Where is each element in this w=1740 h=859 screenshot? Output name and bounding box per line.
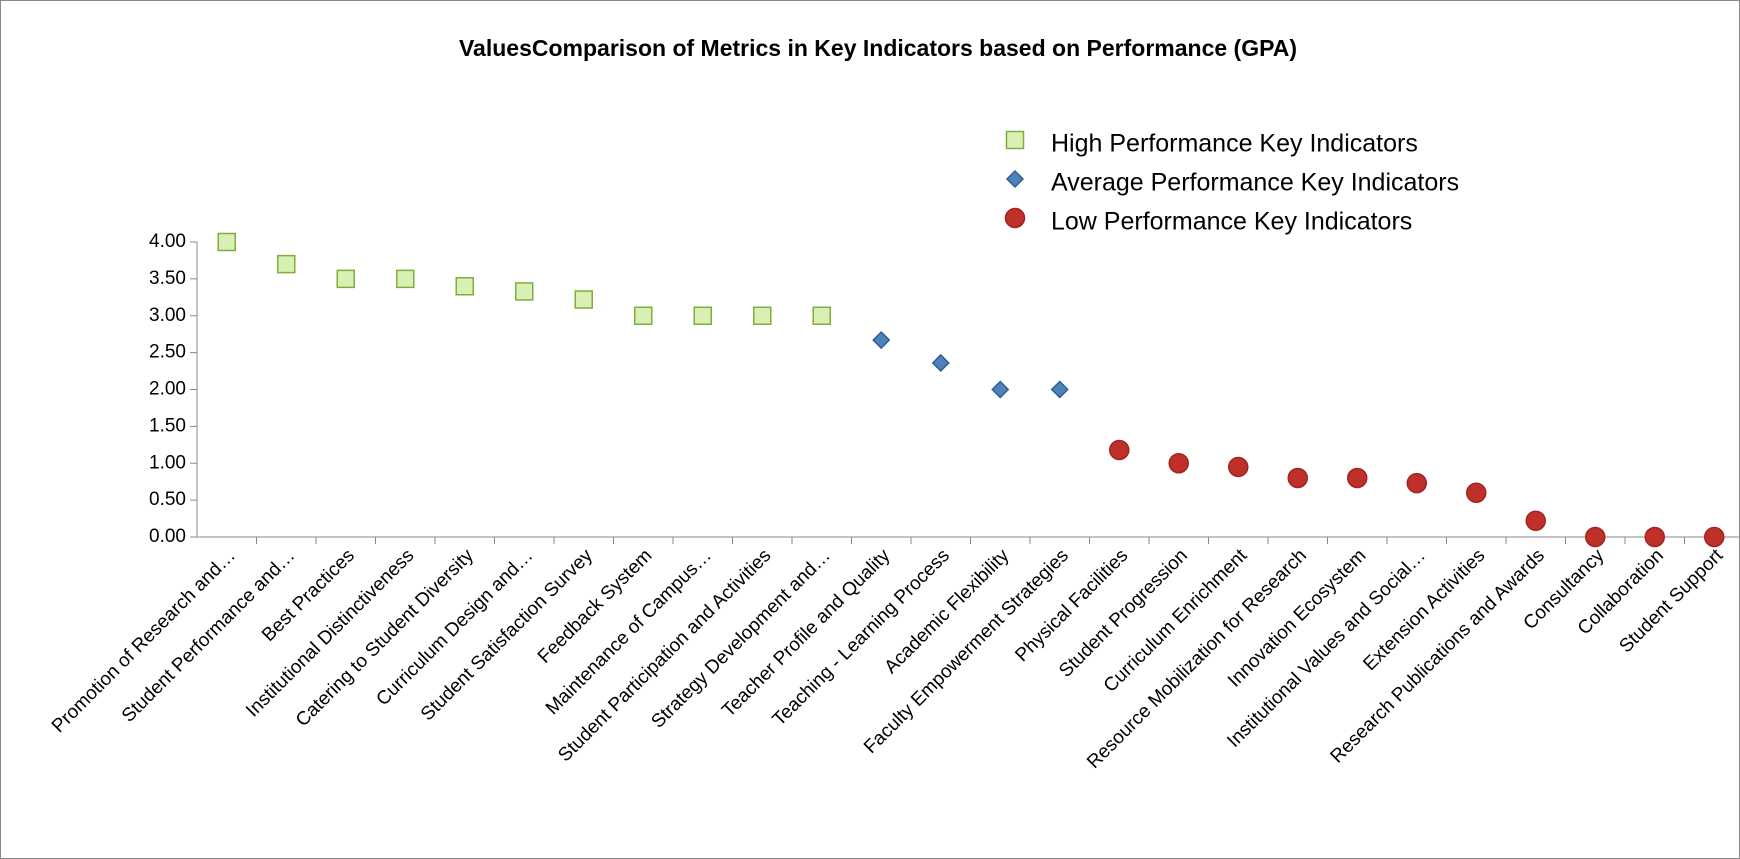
y-tick-label: 3.50 (149, 268, 186, 289)
marker (1287, 467, 1308, 489)
marker (1704, 526, 1725, 548)
y-tick-label: 0.50 (149, 489, 186, 510)
marker (336, 269, 355, 289)
marker (1585, 526, 1606, 548)
y-tick-label: 4.00 (149, 231, 186, 252)
marker (931, 353, 950, 373)
marker (1525, 510, 1546, 532)
marker (1228, 456, 1249, 478)
marker (1347, 467, 1368, 489)
y-tick-label: 1.00 (149, 452, 186, 473)
marker (1168, 453, 1189, 474)
y-tick-label: 0.00 (149, 526, 186, 547)
marker (872, 331, 891, 350)
marker (515, 282, 534, 301)
legend-marker (1005, 130, 1025, 150)
marker (812, 306, 831, 325)
marker (277, 254, 296, 274)
marker (1644, 526, 1665, 548)
y-tick-label: 1.50 (149, 415, 186, 436)
legend-marker (1005, 169, 1025, 189)
marker (574, 290, 593, 309)
marker (634, 306, 653, 325)
y-tick-label: 2.00 (149, 379, 186, 400)
marker (217, 232, 236, 252)
marker (1466, 482, 1487, 503)
marker (1406, 472, 1427, 494)
marker (1050, 380, 1069, 399)
legend-label: Low Performance Key Indicators (1051, 208, 1412, 236)
marker (991, 380, 1010, 399)
marker (1109, 439, 1130, 461)
marker (396, 269, 415, 289)
legend-label: High Performance Key Indicators (1051, 130, 1418, 158)
y-tick-label: 3.00 (149, 305, 186, 326)
marker (693, 306, 712, 325)
marker (753, 306, 772, 325)
legend-label: Average Performance Key Indicators (1051, 169, 1459, 197)
legend-marker (1004, 207, 1026, 229)
y-tick-label: 2.50 (149, 342, 186, 363)
marker (455, 277, 474, 296)
chart-title: ValuesComparison of Metrics in Key Indic… (459, 35, 1297, 61)
